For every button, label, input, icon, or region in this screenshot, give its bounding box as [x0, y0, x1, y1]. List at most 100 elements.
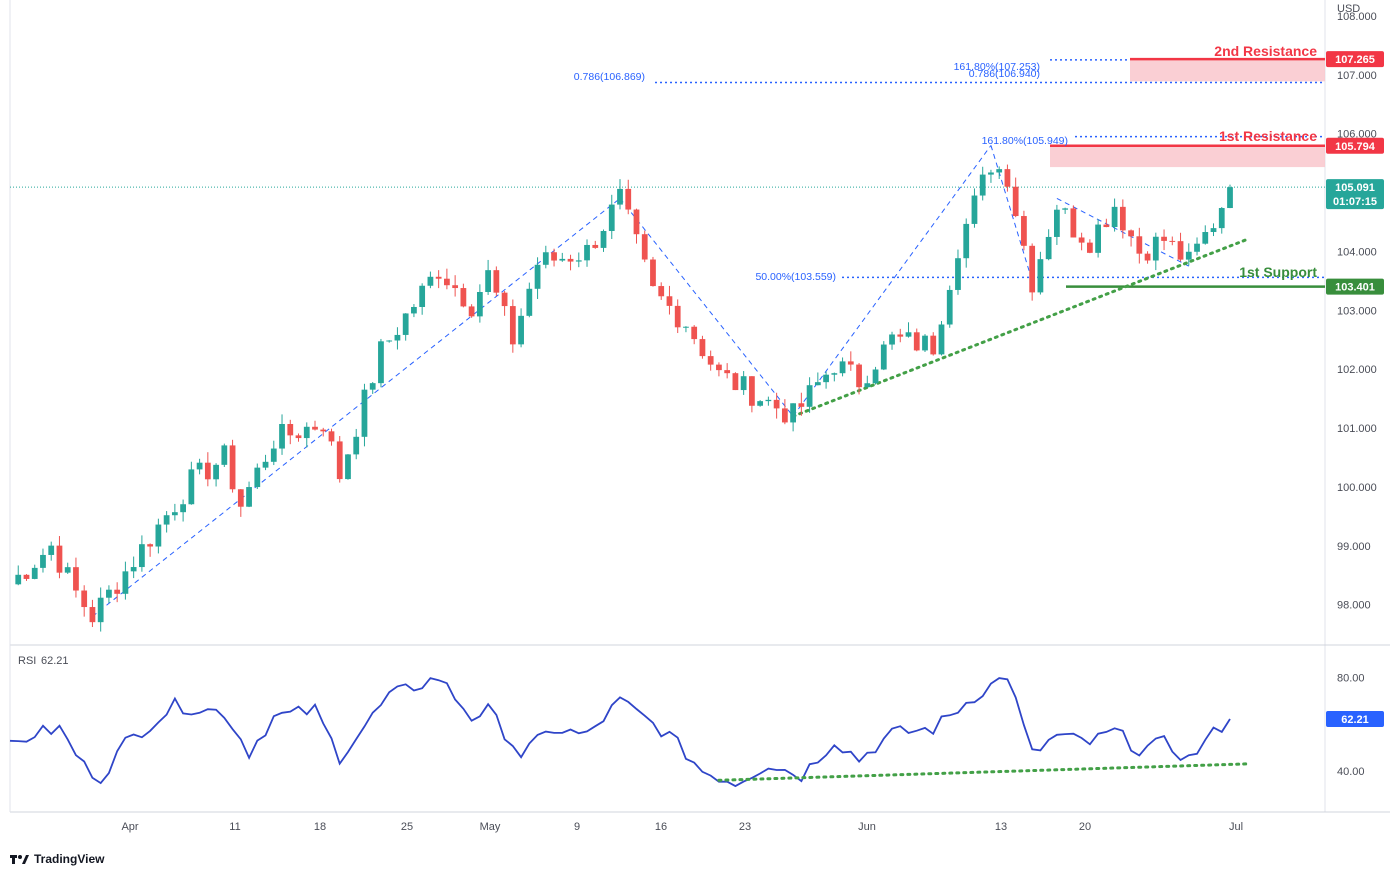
- candle-body[interactable]: [15, 574, 22, 585]
- candle-body[interactable]: [518, 315, 524, 345]
- candle-body[interactable]: [303, 426, 310, 439]
- candle-body[interactable]: [1202, 232, 1209, 244]
- candle-body[interactable]: [955, 258, 961, 290]
- candle-body[interactable]: [1095, 224, 1101, 253]
- candle-body[interactable]: [1062, 208, 1069, 210]
- candle-body[interactable]: [847, 361, 854, 365]
- candle-body[interactable]: [345, 454, 351, 480]
- candle-body[interactable]: [419, 285, 426, 307]
- candle-body[interactable]: [468, 306, 475, 317]
- candle-body[interactable]: [765, 399, 772, 402]
- candle-body[interactable]: [666, 296, 673, 306]
- candle-body[interactable]: [592, 244, 599, 248]
- candle-body[interactable]: [353, 436, 360, 455]
- candle-body[interactable]: [1103, 224, 1110, 228]
- candle-body[interactable]: [979, 174, 986, 196]
- candle-body[interactable]: [567, 258, 574, 262]
- candle-body[interactable]: [139, 544, 145, 568]
- candle-body[interactable]: [378, 341, 384, 384]
- candle-body[interactable]: [988, 172, 994, 175]
- candle-body[interactable]: [81, 590, 88, 608]
- candle-body[interactable]: [155, 524, 162, 547]
- tradingview-logo[interactable]: TradingView: [10, 852, 104, 866]
- candle-body[interactable]: [270, 448, 277, 462]
- candle-body[interactable]: [312, 426, 318, 430]
- candle-body[interactable]: [1078, 237, 1085, 243]
- candle-body[interactable]: [1136, 236, 1143, 254]
- candle-body[interactable]: [1144, 253, 1151, 261]
- candle-body[interactable]: [798, 403, 805, 407]
- candle-body[interactable]: [295, 435, 302, 439]
- candle-body[interactable]: [73, 567, 79, 591]
- candle-body[interactable]: [1111, 206, 1118, 228]
- candle-body[interactable]: [773, 399, 780, 409]
- candle-body[interactable]: [633, 209, 640, 235]
- candle-body[interactable]: [1218, 208, 1225, 229]
- candle-body[interactable]: [691, 326, 698, 340]
- candle-body[interactable]: [328, 431, 335, 442]
- candle-body[interactable]: [336, 441, 343, 480]
- candle-body[interactable]: [823, 374, 829, 383]
- candle-body[interactable]: [856, 364, 862, 388]
- candle-body[interactable]: [452, 285, 459, 289]
- candle-body[interactable]: [806, 385, 813, 407]
- candle-body[interactable]: [1119, 206, 1126, 231]
- candle-body[interactable]: [130, 567, 137, 572]
- time-axis[interactable]: Apr 11 18 25 May 9 16 23 Jun 13 20 Jul: [121, 821, 1243, 833]
- candle-body[interactable]: [163, 515, 170, 525]
- candle-body[interactable]: [411, 306, 417, 314]
- candle-body[interactable]: [716, 364, 722, 371]
- candle-body[interactable]: [106, 589, 112, 598]
- candle-body[interactable]: [534, 264, 541, 289]
- candle-body[interactable]: [246, 487, 252, 507]
- candle-body[interactable]: [493, 270, 500, 293]
- candle-body[interactable]: [1021, 216, 1027, 246]
- candle-body[interactable]: [509, 306, 516, 345]
- candle-body[interactable]: [880, 344, 887, 370]
- candle-body[interactable]: [542, 252, 549, 265]
- candle-body[interactable]: [1169, 240, 1176, 242]
- candle-body[interactable]: [946, 289, 953, 325]
- candle-body[interactable]: [872, 369, 879, 384]
- candle-body[interactable]: [790, 403, 796, 423]
- candle-body[interactable]: [279, 424, 285, 449]
- candle-body[interactable]: [1177, 241, 1184, 260]
- candle-body[interactable]: [361, 389, 368, 437]
- candle-body[interactable]: [1012, 186, 1019, 217]
- candle-body[interactable]: [930, 335, 937, 355]
- candle-body[interactable]: [749, 376, 755, 406]
- candle-body[interactable]: [64, 567, 71, 573]
- candle-body[interactable]: [1004, 169, 1011, 187]
- candle-body[interactable]: [781, 408, 788, 423]
- candle-body[interactable]: [1161, 236, 1167, 241]
- candle-body[interactable]: [971, 195, 978, 224]
- candle-body[interactable]: [831, 373, 838, 375]
- candle-body[interactable]: [221, 445, 228, 465]
- candle-body[interactable]: [996, 169, 1003, 173]
- candle-body[interactable]: [600, 230, 607, 248]
- candle-body[interactable]: [147, 544, 154, 547]
- candle-body[interactable]: [1045, 236, 1052, 260]
- candle-body[interactable]: [444, 278, 450, 286]
- candle-body[interactable]: [1054, 209, 1060, 237]
- support-trendline[interactable]: [791, 238, 1248, 418]
- candle-body[interactable]: [683, 326, 689, 328]
- candle-body[interactable]: [262, 461, 269, 468]
- candle-body[interactable]: [1086, 242, 1093, 253]
- candle-body[interactable]: [617, 188, 623, 205]
- candle-body[interactable]: [526, 288, 533, 316]
- candle-body[interactable]: [757, 401, 764, 406]
- candle-body[interactable]: [922, 335, 928, 351]
- candle-body[interactable]: [1037, 259, 1044, 293]
- candle-body[interactable]: [889, 334, 895, 345]
- candle-body[interactable]: [171, 512, 178, 516]
- candle-body[interactable]: [963, 223, 970, 259]
- candle-body[interactable]: [254, 467, 261, 488]
- candle-body[interactable]: [650, 259, 656, 287]
- candle-body[interactable]: [559, 258, 566, 261]
- candle-body[interactable]: [1152, 236, 1159, 261]
- candle-body[interactable]: [864, 383, 871, 388]
- candle-body[interactable]: [435, 276, 442, 279]
- candle-body[interactable]: [287, 424, 294, 436]
